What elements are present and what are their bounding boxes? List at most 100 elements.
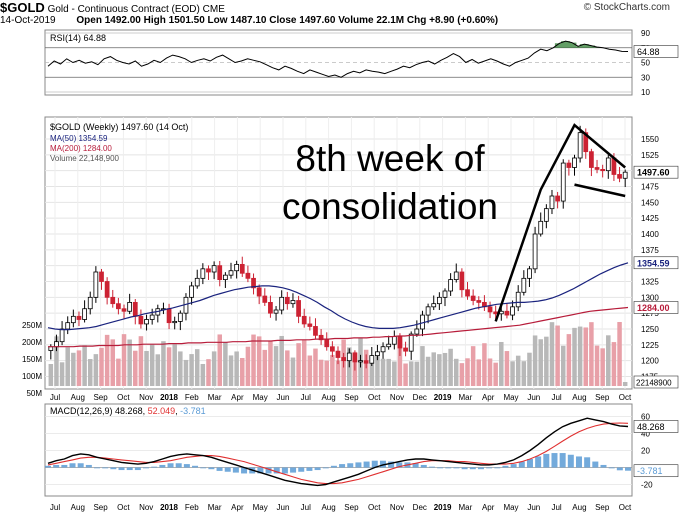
macd-histogram-bar — [257, 467, 264, 474]
candle-body — [324, 339, 330, 348]
candle-body — [290, 300, 296, 305]
volume-bar — [622, 382, 628, 386]
volume-bar — [296, 343, 301, 386]
volume-bar — [217, 334, 222, 386]
rsi-overbought-fill — [554, 41, 602, 48]
candle-body — [110, 296, 116, 305]
macd-histogram-bar — [339, 464, 346, 468]
candle-body — [436, 296, 442, 305]
macd-histogram-bar — [53, 464, 60, 468]
volume-bar — [589, 322, 594, 386]
candle-body — [296, 300, 301, 317]
volume-bar — [437, 354, 442, 386]
candle-body — [132, 301, 138, 317]
volume-bar — [454, 358, 459, 386]
candle-body — [521, 277, 527, 293]
candle-body — [211, 265, 217, 273]
close-last-tag: 1497.60 — [637, 168, 670, 178]
volume-bar — [527, 352, 532, 386]
candle-body — [127, 301, 133, 312]
volume-bar — [138, 336, 144, 386]
x-tick-label: Apr — [231, 503, 244, 512]
x-tick-label: Dec — [413, 393, 427, 402]
volume-bar — [211, 351, 217, 386]
x-tick-label: Oct — [368, 393, 381, 402]
ma50-legend: MA(50) 1354.59 — [50, 134, 108, 143]
candle-body — [284, 296, 290, 305]
x-tick-label: 2019 — [434, 393, 452, 402]
x-tick-label: Mar — [208, 393, 222, 402]
volume-bar — [82, 345, 87, 386]
macd-histogram-bar — [592, 461, 599, 468]
macd-histogram-bar — [453, 467, 460, 469]
x-tick-label: 2018 — [160, 503, 178, 512]
candle-body — [194, 277, 200, 287]
volume-bar — [504, 351, 510, 386]
volume-bar — [307, 355, 313, 386]
volume-bar — [499, 341, 504, 386]
close-last-tag-box — [633, 165, 679, 179]
macd-histogram-bar — [290, 467, 297, 473]
x-tick-label: Aug — [321, 503, 335, 512]
volume-bar — [256, 336, 262, 386]
volume-bar — [532, 335, 538, 386]
volume-bar — [549, 322, 555, 386]
macd-histogram-bar — [322, 467, 329, 469]
candle-body — [622, 171, 628, 179]
macd-histogram-bar — [200, 467, 207, 469]
macd-histogram-bar — [110, 467, 117, 470]
volume-bar — [262, 349, 268, 386]
price-tick-label: 1225 — [641, 341, 659, 350]
volume-bar — [65, 347, 70, 386]
volume-bar — [482, 343, 487, 386]
candle-body — [515, 291, 521, 308]
candle-body — [453, 271, 459, 280]
volume-bar — [397, 339, 403, 386]
candle-body — [504, 310, 510, 316]
candle-body — [307, 323, 313, 327]
candle-body — [476, 300, 482, 303]
candle-body — [386, 343, 392, 348]
candle-body — [144, 319, 149, 325]
x-tick-label: 2019 — [434, 503, 452, 512]
volume-bar — [245, 346, 251, 386]
volume-bar — [228, 355, 234, 386]
annotation-line-1: 8th week of — [295, 138, 485, 179]
volume-bar — [155, 354, 161, 386]
macd-histogram-bar — [265, 467, 272, 474]
volume-bar — [104, 334, 110, 386]
macd-legend: MACD(12,26,9) 48.268, 52.049, -3.781 — [50, 406, 206, 416]
macd-histogram-bar — [494, 467, 501, 469]
candle-body — [149, 314, 155, 320]
candle-body — [54, 341, 59, 348]
volume-bar — [178, 351, 183, 386]
volume-bar — [448, 348, 453, 386]
macd-histogram-bar — [167, 463, 174, 468]
macd-histogram-bar — [118, 467, 125, 471]
volume-bar — [555, 325, 560, 386]
candle-body — [245, 272, 251, 279]
x-tick-label: Jul — [551, 503, 561, 512]
candle-body — [273, 309, 279, 314]
x-tick-label: Apr — [482, 503, 495, 512]
watermark: © StockCharts.com — [583, 2, 670, 13]
x-tick-label: Feb — [185, 503, 199, 512]
volume-bar — [59, 362, 65, 386]
price-tick-label: 1475 — [641, 183, 659, 192]
macd-histogram-bar — [134, 467, 141, 471]
volume-bar — [521, 361, 527, 386]
candle-body — [470, 295, 476, 301]
price-tick-label: 1325 — [641, 278, 659, 287]
candle-body — [369, 355, 375, 364]
x-tick-label: Oct — [117, 393, 130, 402]
x-tick-label: Oct — [117, 503, 130, 512]
x-tick-label: Sep — [595, 393, 610, 402]
x-tick-label: May — [503, 503, 518, 512]
volume-bar — [194, 349, 200, 386]
volume-bar — [606, 335, 611, 386]
x-tick-label: Oct — [619, 393, 632, 402]
candle-body — [268, 301, 273, 314]
volume-tick-label: 50M — [26, 389, 42, 398]
candle-body — [543, 208, 549, 222]
